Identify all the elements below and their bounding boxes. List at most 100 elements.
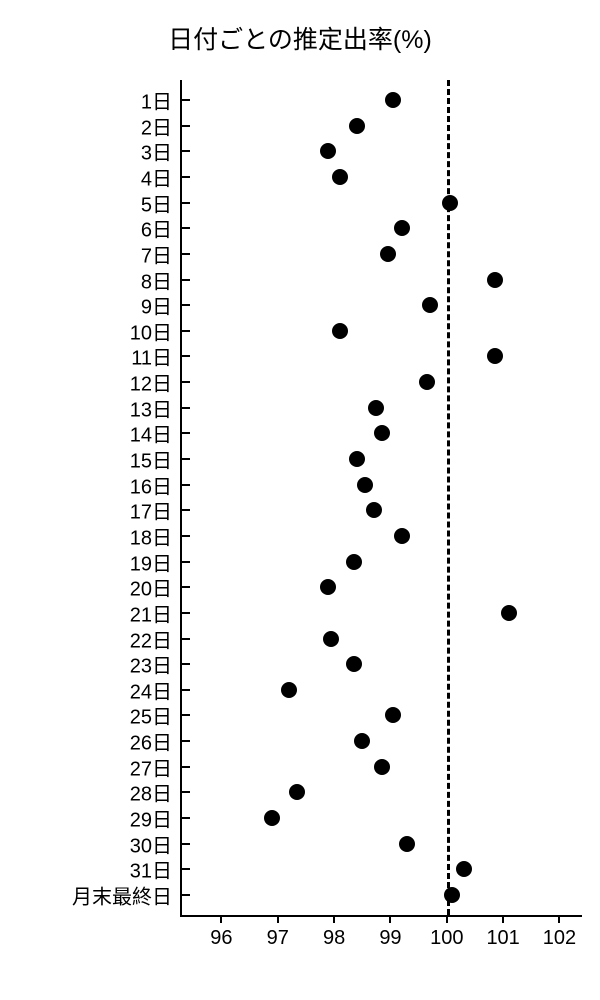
y-axis-label: 13日 [130,393,182,422]
data-point [357,477,373,493]
y-axis-label: 27日 [130,752,182,781]
data-point [323,631,339,647]
data-point [399,836,415,852]
y-axis-tick [182,227,190,229]
y-axis-tick [182,586,190,588]
data-point [385,92,401,108]
y-axis-label: 2日 [141,111,182,140]
data-point [332,169,348,185]
y-axis-tick [182,561,190,563]
y-axis-label: 26日 [130,727,182,756]
x-axis-label: 100 [430,915,463,950]
data-point [349,451,365,467]
y-axis-tick [182,99,190,101]
y-axis-tick [182,535,190,537]
data-point [368,400,384,416]
y-axis-label: 23日 [130,650,182,679]
y-axis-tick [182,663,190,665]
chart-title: 日付ごとの推定出率(%) [0,20,600,56]
data-point [332,323,348,339]
y-axis-tick [182,304,190,306]
data-point [419,374,435,390]
data-point [394,528,410,544]
data-point [374,425,390,441]
data-point [281,682,297,698]
x-axis-label: 98 [323,915,345,950]
chart-container: 日付ごとの推定出率(%) 1日2日3日4日5日6日7日8日9日10日11日12日… [0,0,600,1000]
x-axis-label: 99 [379,915,401,950]
data-point [289,784,305,800]
y-axis-label: 31日 [130,855,182,884]
y-axis-tick [182,843,190,845]
data-point [264,810,280,826]
y-axis-label: 月末最終日 [72,881,182,910]
y-axis-tick [182,638,190,640]
y-axis-tick [182,689,190,691]
y-axis-label: 7日 [141,239,182,268]
y-axis-tick [182,125,190,127]
y-axis-tick [182,279,190,281]
y-axis-label: 22日 [130,624,182,653]
y-axis-tick [182,330,190,332]
data-point [374,759,390,775]
data-point [385,707,401,723]
y-axis-tick [182,612,190,614]
y-axis-label: 18日 [130,521,182,550]
y-axis-label: 29日 [130,804,182,833]
data-point [487,348,503,364]
data-point [501,605,517,621]
plot-area: 1日2日3日4日5日6日7日8日9日10日11日12日13日14日15日16日1… [180,80,582,917]
y-axis-label: 28日 [130,778,182,807]
y-axis-label: 25日 [130,701,182,730]
y-axis-tick [182,714,190,716]
data-point [380,246,396,262]
y-axis-tick [182,150,190,152]
y-axis-label: 19日 [130,547,182,576]
y-axis-label: 4日 [141,162,182,191]
data-point [320,143,336,159]
y-axis-tick [182,868,190,870]
y-axis-label: 10日 [130,316,182,345]
y-axis-label: 15日 [130,445,182,474]
data-point [456,861,472,877]
y-axis-tick [182,432,190,434]
y-axis-label: 12日 [130,368,182,397]
y-axis-label: 5日 [141,188,182,217]
data-point [444,887,460,903]
x-axis-label: 96 [210,915,232,950]
y-axis-tick [182,817,190,819]
y-axis-label: 6日 [141,214,182,243]
y-axis-tick [182,202,190,204]
y-axis-label: 8日 [141,265,182,294]
y-axis-label: 1日 [141,86,182,115]
x-axis-label: 102 [543,915,576,950]
y-axis-tick [182,407,190,409]
y-axis-tick [182,381,190,383]
data-point [487,272,503,288]
y-axis-tick [182,253,190,255]
data-point [394,220,410,236]
y-axis-label: 11日 [131,342,182,371]
y-axis-tick [182,484,190,486]
y-axis-label: 9日 [141,291,182,320]
y-axis-label: 24日 [130,675,182,704]
data-point [320,579,336,595]
y-axis-label: 14日 [130,419,182,448]
data-point [346,554,362,570]
y-axis-tick [182,176,190,178]
y-axis-tick [182,458,190,460]
data-point [349,118,365,134]
y-axis-label: 17日 [130,496,182,525]
data-point [366,502,382,518]
data-point [346,656,362,672]
y-axis-tick [182,766,190,768]
y-axis-label: 30日 [130,829,182,858]
y-axis-tick [182,509,190,511]
data-point [422,297,438,313]
data-point [354,733,370,749]
y-axis-label: 3日 [141,137,182,166]
x-axis-label: 101 [486,915,519,950]
y-axis-tick [182,355,190,357]
y-axis-tick [182,791,190,793]
data-point [442,195,458,211]
